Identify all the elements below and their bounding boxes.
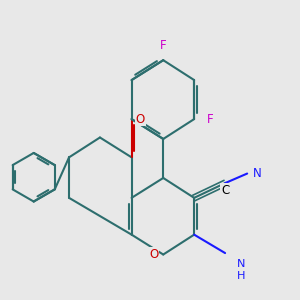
- Text: C: C: [221, 184, 229, 197]
- Text: N: N: [253, 167, 262, 180]
- Text: F: F: [207, 112, 214, 126]
- Text: O: O: [149, 248, 158, 261]
- Text: O: O: [136, 112, 145, 126]
- Text: N
H: N H: [237, 259, 245, 280]
- Text: F: F: [160, 39, 166, 52]
